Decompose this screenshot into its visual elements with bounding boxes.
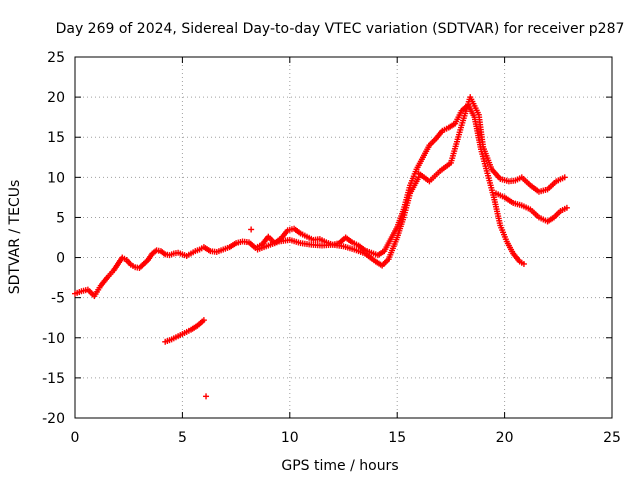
x-axis-label: GPS time / hours	[281, 458, 398, 474]
data-point	[203, 393, 210, 400]
grid	[75, 57, 612, 418]
data-point	[561, 174, 568, 181]
x-tick-label: 15	[388, 430, 406, 446]
y-tick-label: 0	[56, 251, 65, 267]
y-tick-label: 15	[47, 130, 65, 146]
x-tick-label: 25	[603, 430, 621, 446]
y-tick-label: -10	[42, 331, 65, 347]
chart-title: Day 269 of 2024, Sidereal Day-to-day VTE…	[56, 21, 625, 37]
data-point	[415, 174, 422, 181]
data-point	[248, 226, 255, 233]
plot-frame	[74, 56, 613, 419]
data-point	[563, 204, 570, 211]
x-tick-label: 10	[281, 430, 299, 446]
data-points	[72, 94, 570, 400]
y-tick-label: 5	[56, 210, 65, 226]
x-tick-label: 20	[496, 430, 514, 446]
y-tick-label: -15	[42, 371, 65, 387]
y-tick-label: -5	[51, 291, 65, 307]
x-tick-label: 5	[178, 430, 187, 446]
y-tick-label: 25	[47, 50, 65, 66]
x-tick-label: 0	[71, 430, 80, 446]
y-tick-label: 20	[47, 90, 65, 106]
axis-ticks: 0 5 10 15 20 25 -20 -15 -10 -5 0 5 10 15 20 25	[42, 50, 621, 446]
data-point	[200, 317, 207, 324]
y-tick-label: -20	[42, 411, 65, 427]
y-axis-label: SDTVAR / TECUs	[7, 180, 23, 295]
data-point	[520, 260, 527, 267]
y-tick-label: 10	[47, 170, 65, 186]
